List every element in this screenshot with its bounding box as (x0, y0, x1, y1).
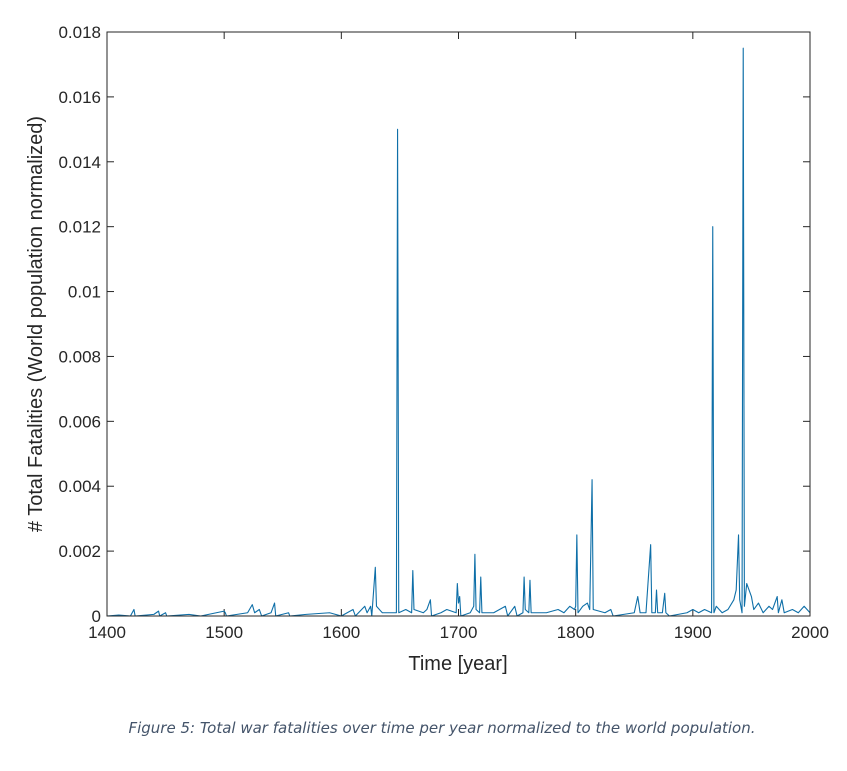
y-tick-label: 0.002 (58, 542, 101, 561)
y-tick-label: 0.004 (58, 477, 101, 496)
x-tick-label: 2000 (791, 623, 829, 642)
y-tick-label: 0.01 (68, 283, 101, 302)
y-tick-label: 0.012 (58, 218, 101, 237)
x-tick-label: 1500 (205, 623, 243, 642)
y-tick-label: 0.008 (58, 347, 101, 366)
y-axis-label: # Total Fatalities (World population nor… (25, 116, 47, 532)
y-tick-label: 0 (92, 607, 101, 626)
x-tick-label: 1900 (674, 623, 712, 642)
x-tick-label: 1700 (440, 623, 478, 642)
y-tick-label: 0.016 (58, 88, 101, 107)
data-line (106, 47, 811, 617)
x-tick-label: 1400 (88, 623, 126, 642)
y-tick-label: 0.006 (58, 412, 101, 431)
y-tick-label: 0.014 (58, 153, 101, 172)
figure-caption: Figure 5: Total war fatalities over time… (128, 719, 755, 737)
y-tick-label: 0.018 (58, 23, 101, 42)
x-axis-label: Time [year] (408, 653, 507, 675)
x-tick-label: 1600 (322, 623, 360, 642)
plot-frame (106, 31, 811, 617)
x-tick-label: 1800 (557, 623, 595, 642)
